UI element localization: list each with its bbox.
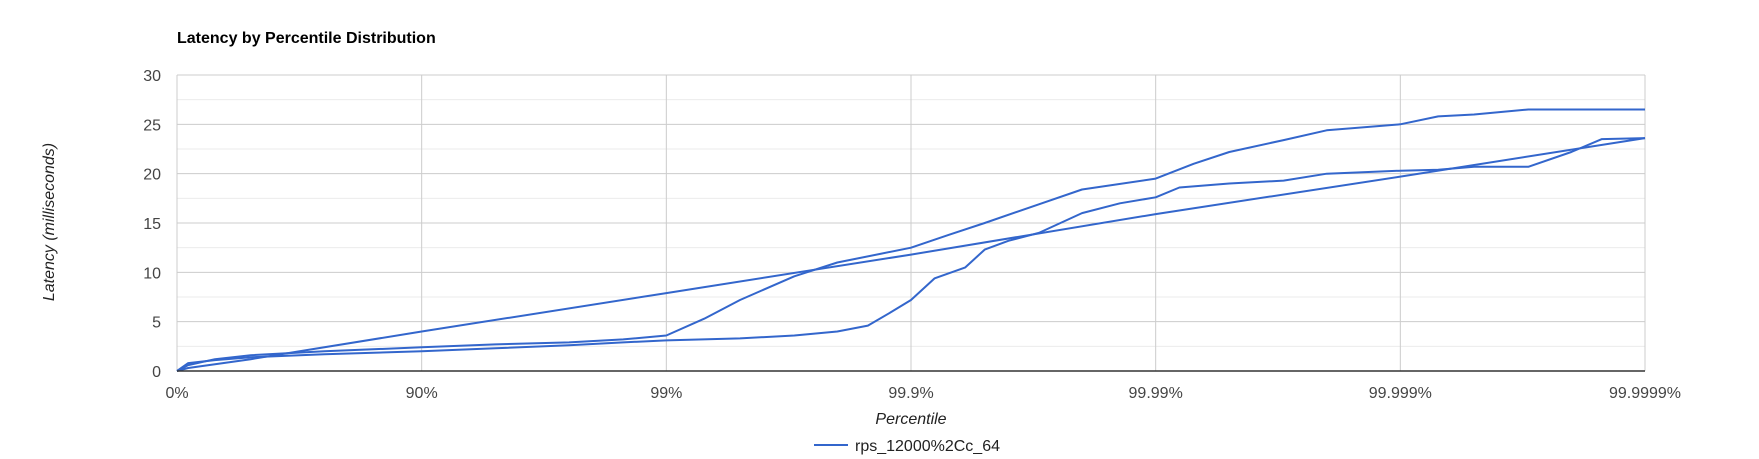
y-tick-label: 20	[143, 167, 161, 184]
gridlines	[176, 74, 1646, 371]
x-axis-title: Percentile	[875, 411, 946, 428]
series-lines	[176, 108, 1646, 372]
y-tick-label: 25	[143, 117, 161, 134]
x-tick-label: 99.9999%	[1609, 385, 1681, 402]
x-tick-label: 99%	[650, 385, 682, 402]
y-tick-label: 5	[152, 315, 161, 332]
y-tick-label: 0	[152, 364, 161, 381]
x-tick-label: 99.99%	[1129, 385, 1183, 402]
y-tick-label: 15	[143, 216, 161, 233]
y-axis-title: Latency (milliseconds)	[41, 143, 58, 301]
series-line-2	[176, 108, 1645, 372]
x-tick-label: 0%	[165, 385, 188, 402]
chart-title: Latency by Percentile Distribution	[177, 30, 436, 47]
y-tick-label: 30	[143, 68, 161, 85]
series-line-1	[176, 137, 1646, 372]
y-tick-label: 10	[143, 265, 161, 282]
x-tick-label: 99.9%	[888, 385, 933, 402]
legend[interactable]: rps_12000%2Cc_64	[814, 438, 1000, 455]
legend-label: rps_12000%2Cc_64	[855, 438, 1000, 455]
x-tick-label: 99.999%	[1369, 385, 1432, 402]
y-axis-ticks: 0 5 10 15 20 25 30	[143, 68, 161, 381]
x-axis-ticks: 0% 90% 99% 99.9% 99.99% 99.999% 99.9999%	[165, 385, 1681, 402]
x-tick-label: 90%	[406, 385, 438, 402]
series-line-3	[176, 137, 1646, 372]
